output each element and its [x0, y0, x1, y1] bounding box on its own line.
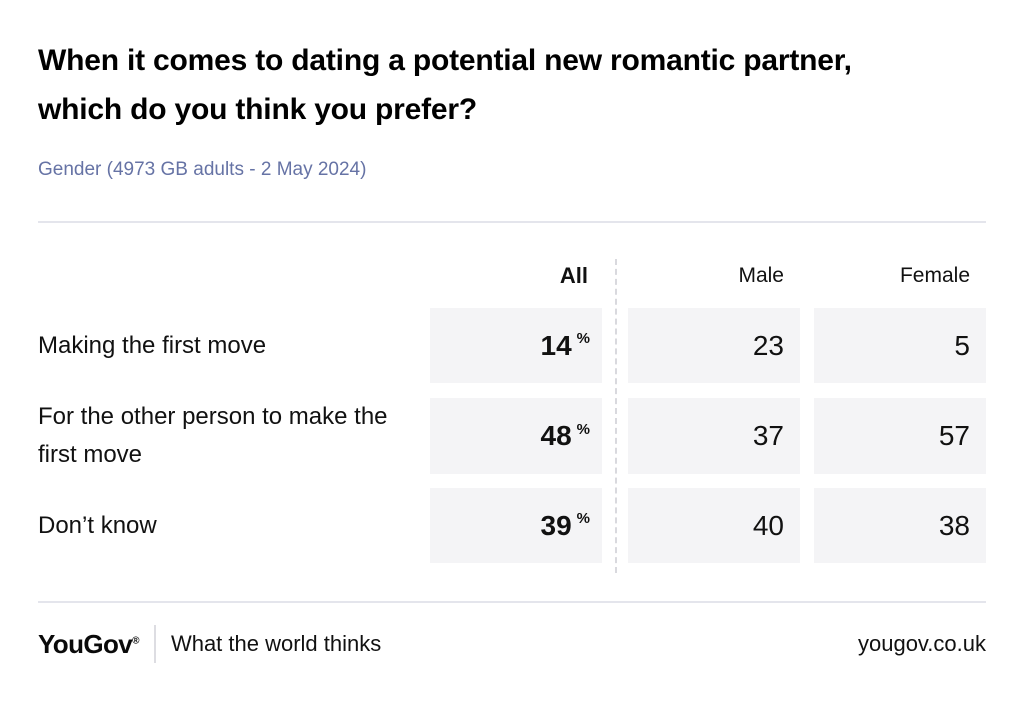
table-header-row: All Male Female: [38, 262, 986, 290]
column-header-male: Male: [738, 264, 784, 287]
cell-value: 23: [752, 329, 784, 361]
column-header-female: Female: [899, 264, 970, 287]
cell-female: 38: [814, 488, 986, 563]
cell-value: 5: [954, 329, 970, 361]
cell-male: 37: [628, 398, 800, 474]
table-row: Don’t know 39% 40 38: [38, 488, 986, 563]
row-label: For the other person to make the first m…: [38, 403, 388, 468]
column-header-all: All: [559, 263, 588, 288]
percent-sign: %: [576, 420, 590, 438]
row-label: Don’t know: [38, 511, 157, 539]
footer: YouGov® What the world thinks yougov.co.…: [38, 625, 986, 663]
percent-sign: %: [576, 330, 590, 347]
cell-female: 5: [814, 308, 986, 383]
cell-value: 48: [540, 420, 572, 451]
cell-all: 39%: [430, 488, 602, 563]
footer-tagline: What the world thinks: [170, 631, 382, 656]
cell-value: 14: [540, 329, 572, 361]
title-line-1: When it comes to dating a potential new …: [38, 44, 852, 77]
title-line-2: which do you think you prefer?: [38, 93, 478, 126]
bottom-divider: [38, 601, 986, 603]
cell-value: 40: [752, 509, 784, 541]
cell-value: 39: [540, 509, 572, 541]
cell-female: 57: [814, 398, 986, 474]
registered-trademark-icon: ®: [132, 634, 139, 646]
footer-url: yougov.co.uk: [857, 631, 986, 656]
all-column-dashed-separator: [615, 259, 617, 573]
row-label: Making the first move: [38, 331, 267, 359]
cell-all: 14%: [430, 308, 602, 383]
yougov-logo: YouGov®: [38, 628, 140, 659]
table-row: Making the first move 14% 23 5: [38, 308, 986, 383]
cell-all: 48%: [430, 398, 602, 474]
survey-card: When it comes to dating a potential new …: [38, 0, 986, 663]
cell-male: 23: [628, 308, 800, 383]
top-divider: [38, 221, 986, 223]
cell-male: 40: [628, 488, 800, 563]
sample-subtitle: Gender (4973 GB adults - 2 May 2024): [38, 159, 367, 180]
cell-value: 57: [938, 420, 970, 451]
results-table: All Male Female Making the first move 14…: [38, 259, 986, 573]
table-row: For the other person to make the first m…: [38, 398, 986, 474]
cell-value: 38: [938, 509, 970, 541]
cell-value: 37: [752, 420, 784, 451]
page-title: When it comes to dating a potential new …: [38, 36, 986, 134]
footer-vertical-divider: [153, 625, 156, 663]
percent-sign: %: [576, 510, 590, 527]
